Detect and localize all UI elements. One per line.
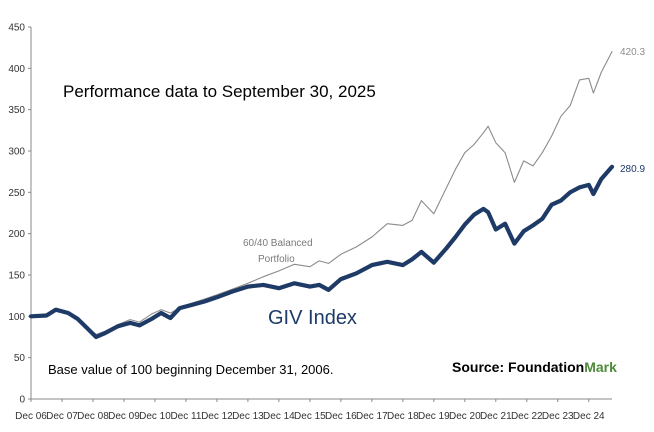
balanced-series-label-line2: Portfolio xyxy=(258,254,295,265)
x-tick-label: Dec 23 xyxy=(542,411,574,422)
y-tick-label: 400 xyxy=(8,64,25,75)
y-tick-label: 300 xyxy=(8,147,25,158)
x-tick-label: Dec 16 xyxy=(325,411,357,422)
y-tick-label: 450 xyxy=(8,23,25,34)
giv-end-value: 280.9 xyxy=(620,164,645,175)
x-tick-label: Dec 20 xyxy=(449,411,481,422)
balanced-series-label-line1: 60/40 Balanced xyxy=(243,238,313,249)
balanced-end-value: 420.3 xyxy=(620,47,645,58)
giv-series-label: GIV Index xyxy=(268,307,357,329)
chart-title: Performance data to September 30, 2025 xyxy=(63,82,376,101)
y-axis-ticks: 0 50 100 150 200 250 300 350 400 450 xyxy=(8,23,31,406)
x-axis-ticks: Dec 06 Dec 07 Dec 08 Dec 09 Dec 10 Dec 11 Dec … xyxy=(15,399,605,422)
x-tick-label: Dec 08 xyxy=(77,411,109,422)
y-tick-label: 100 xyxy=(8,312,25,323)
x-tick-label: Dec 14 xyxy=(263,411,295,422)
y-tick-label: 200 xyxy=(8,229,25,240)
y-tick-label: 150 xyxy=(8,271,25,282)
x-tick-label: Dec 13 xyxy=(232,411,264,422)
y-tick-label: 0 xyxy=(19,395,25,406)
x-tick-label: Dec 17 xyxy=(356,411,388,422)
x-tick-label: Dec 19 xyxy=(418,411,450,422)
series-layer xyxy=(28,51,615,340)
source-suffix: Mark xyxy=(584,359,617,375)
x-tick-label: Dec 06 xyxy=(15,411,47,422)
x-tick-label: Dec 18 xyxy=(387,411,419,422)
x-tick-label: Dec 09 xyxy=(108,411,140,422)
y-tick-label: 350 xyxy=(8,105,25,116)
x-tick-label: Dec 12 xyxy=(201,411,233,422)
x-tick-label: Dec 07 xyxy=(46,411,78,422)
x-tick-label: Dec 10 xyxy=(139,411,171,422)
x-tick-label: Dec 21 xyxy=(480,411,512,422)
axes xyxy=(30,27,612,400)
y-tick-label: 250 xyxy=(8,188,25,199)
source-prefix: Source: Foundation xyxy=(452,359,584,375)
x-tick-label: Dec 15 xyxy=(294,411,326,422)
base-value-note: Base value of 100 beginning December 31,… xyxy=(48,362,333,377)
x-tick-label: Dec 24 xyxy=(573,411,605,422)
balanced-portfolio-line xyxy=(30,51,613,336)
giv-index-line xyxy=(28,164,615,340)
x-tick-label: Dec 22 xyxy=(511,411,543,422)
source-label: Source: FoundationMark xyxy=(452,359,617,375)
x-tick-label: Dec 11 xyxy=(170,411,201,422)
y-tick-label: 50 xyxy=(14,353,26,364)
